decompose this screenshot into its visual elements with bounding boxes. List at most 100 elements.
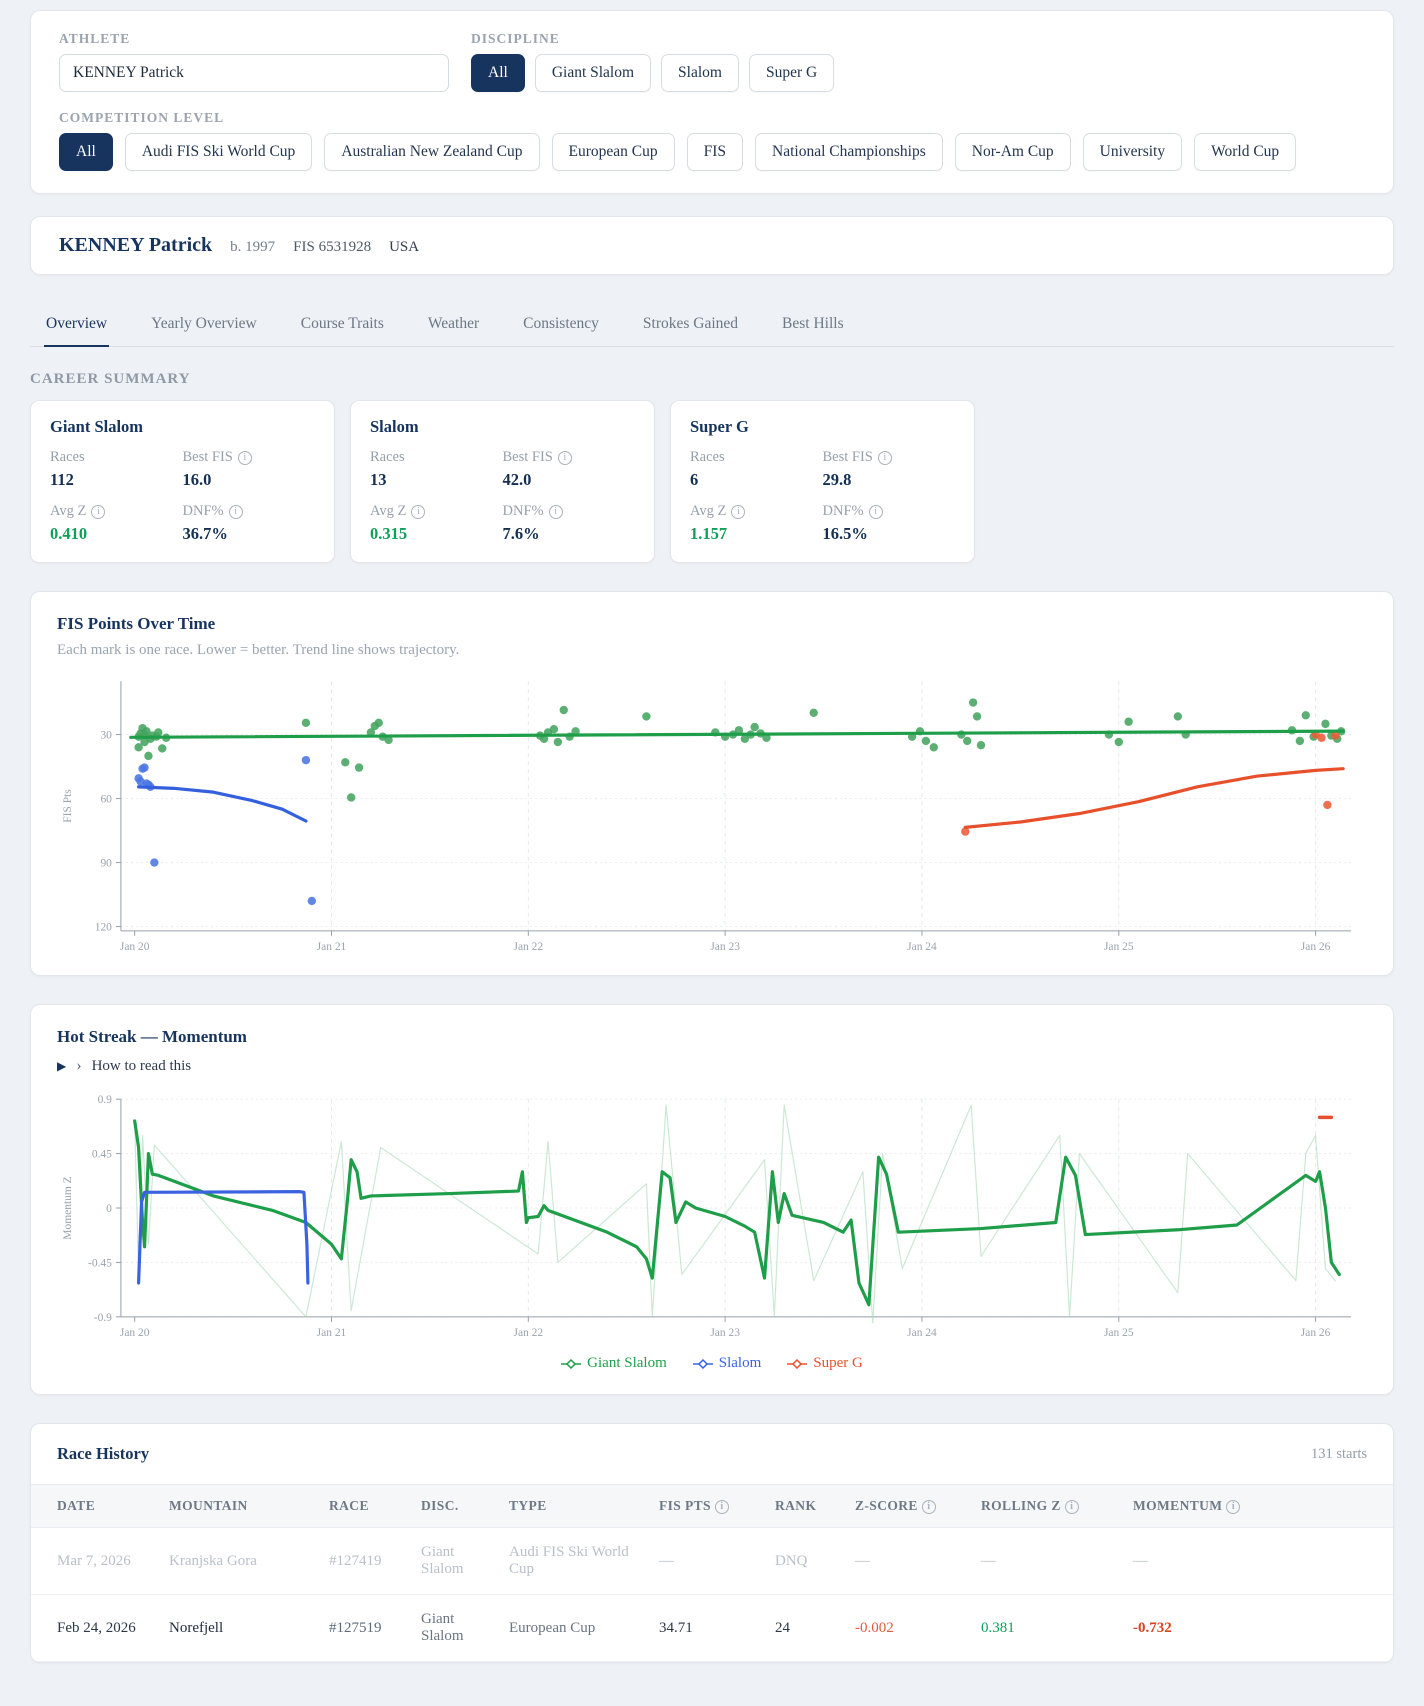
svg-text:0.45: 0.45: [92, 1149, 112, 1161]
athlete-name: KENNEY Patrick: [59, 234, 213, 256]
cell-mountain: Kranjska Gora: [159, 1527, 319, 1595]
tab-best-hills[interactable]: Best Hills: [782, 315, 844, 332]
discipline-giant-slalom[interactable]: Giant Slalom: [534, 54, 652, 92]
info-icon[interactable]: i: [548, 504, 563, 519]
info-icon[interactable]: i: [877, 450, 892, 465]
stat-best-fis: Best FIS i 29.8: [823, 449, 956, 490]
tab-yearly-overview[interactable]: Yearly Overview: [151, 315, 257, 332]
level-all[interactable]: All: [59, 133, 113, 171]
cell-date: Feb 24, 2026: [31, 1594, 159, 1662]
stat-value: 7.6%: [502, 524, 540, 543]
legend-label: Super G: [813, 1355, 863, 1371]
cell-race: #127519: [319, 1594, 411, 1662]
column-header-fis-pts: FIS PTS i: [649, 1484, 765, 1528]
svg-text:Jan 23: Jan 23: [710, 941, 740, 953]
legend-item-slalom[interactable]: Slalom: [692, 1355, 761, 1372]
info-icon[interactable]: i: [714, 1500, 729, 1514]
svg-text:30: 30: [100, 730, 112, 742]
info-icon[interactable]: i: [731, 504, 746, 519]
level-european-cup[interactable]: European Cup: [551, 133, 675, 171]
table-row[interactable]: Feb 24, 2026 Norefjell #127519 Giant Slalom…: [31, 1594, 1393, 1662]
career-summary-heading: CAREER SUMMARY: [30, 371, 191, 387]
cell-fis_pts: —: [649, 1527, 765, 1595]
legend-item-giant-slalom[interactable]: Giant Slalom: [561, 1355, 667, 1372]
column-header-rank: RANK: [765, 1484, 845, 1528]
tab-consistency[interactable]: Consistency: [523, 315, 599, 332]
svg-text:60: 60: [100, 794, 112, 806]
column-header-mountain: MOUNTAIN: [159, 1484, 319, 1528]
legend-label: Giant Slalom: [587, 1355, 667, 1371]
level-fis[interactable]: FIS: [686, 133, 744, 171]
level-audi-fis-ski-world-cup[interactable]: Audi FIS Ski World Cup: [124, 133, 313, 171]
stat-value: 1.157: [690, 524, 728, 543]
info-icon[interactable]: i: [91, 504, 106, 519]
play-icon: ▶: [57, 1058, 67, 1073]
level-filter-group: COMPETITION LEVEL All Audi FIS Ski World …: [59, 110, 1365, 171]
info-icon[interactable]: i: [411, 504, 426, 519]
stat-best-fis: Best FIS i 42.0: [503, 449, 636, 490]
cell-momentum: -0.732: [1123, 1594, 1393, 1662]
info-icon[interactable]: i: [1226, 1500, 1241, 1514]
tab-strokes-gained[interactable]: Strokes Gained: [642, 315, 739, 332]
stat-label: Best FIS i: [503, 449, 636, 466]
stat-label: DNF% i: [823, 503, 956, 520]
svg-text:Jan 24: Jan 24: [907, 941, 937, 953]
athlete-header-card: KENNEY Patrick b. 1997 FIS 6531928 USA: [30, 216, 1394, 275]
svg-text:Jan 20: Jan 20: [120, 1327, 150, 1339]
how-to-read-label: How to read this: [91, 1057, 192, 1074]
momentum-card: Hot Streak — Momentum ▶ › How to read th…: [30, 1004, 1394, 1395]
discipline-filter-group: DISCIPLINE All Giant Slalom Slalom Super G: [471, 31, 835, 92]
stat-races: Races 112: [50, 449, 183, 490]
how-to-read-toggle[interactable]: ▶ › How to read this: [57, 1057, 1367, 1075]
momentum-legend: Giant Slalom Slalom Super G: [57, 1355, 1367, 1372]
info-icon[interactable]: i: [868, 504, 883, 519]
svg-text:0.9: 0.9: [98, 1094, 113, 1106]
level-world-cup[interactable]: World Cup: [1194, 133, 1297, 171]
cell-z_score: —: [845, 1527, 971, 1595]
discipline-all[interactable]: All: [471, 54, 525, 92]
level-national-championships[interactable]: National Championships: [755, 133, 943, 171]
info-icon[interactable]: i: [921, 1500, 936, 1514]
tab-overview[interactable]: Overview: [44, 305, 110, 347]
cell-disc: Giant Slalom: [411, 1594, 499, 1662]
stat-dnf: DNF% i 16.5%: [823, 503, 956, 544]
stat-best-fis: Best FIS i 16.0: [183, 449, 316, 490]
tab-weather[interactable]: Weather: [427, 315, 480, 332]
summary-card-title: Slalom: [370, 417, 419, 436]
fis-chart-title: FIS Points Over Time: [57, 614, 216, 633]
legend-marker-icon: [561, 1358, 582, 1369]
info-icon[interactable]: i: [237, 450, 252, 465]
cell-rank: 24: [765, 1594, 845, 1662]
info-icon[interactable]: i: [557, 450, 572, 465]
discipline-slalom[interactable]: Slalom: [661, 54, 739, 92]
cell-race: #127419: [319, 1527, 411, 1595]
cell-momentum: —: [1123, 1527, 1393, 1595]
legend-item-super-g[interactable]: Super G: [787, 1355, 863, 1372]
stat-label: DNF% i: [183, 503, 316, 520]
info-icon[interactable]: i: [1064, 1500, 1079, 1514]
column-header-type: TYPE: [499, 1484, 649, 1528]
svg-text:Jan 22: Jan 22: [514, 941, 544, 953]
cell-date: Mar 7, 2026: [31, 1527, 159, 1595]
stat-label: DNF% i: [503, 503, 636, 520]
stat-value: 0.315: [370, 524, 408, 543]
level-university[interactable]: University: [1082, 133, 1183, 171]
info-icon[interactable]: i: [228, 504, 243, 519]
svg-text:90: 90: [100, 858, 112, 870]
tab-course-traits[interactable]: Course Traits: [300, 315, 384, 332]
level-nor-am-cup[interactable]: Nor-Am Cup: [954, 133, 1071, 171]
level-australian-new-zealand-cup[interactable]: Australian New Zealand Cup: [324, 133, 540, 171]
athlete-input[interactable]: [59, 54, 449, 92]
discipline-super-g[interactable]: Super G: [748, 54, 835, 92]
race-history-card: Race History 131 starts DATE MOUNTAIN RACE…: [30, 1423, 1394, 1663]
table-row[interactable]: Mar 7, 2026 Kranjska Gora #127419 Giant Sla…: [31, 1527, 1393, 1595]
level-buttons: All Audi FIS Ski World Cup Australian New …: [59, 133, 1365, 171]
stat-value: 112: [50, 470, 74, 489]
fis-chart-subtitle: Each mark is one race. Lower = better. T…: [57, 642, 460, 658]
